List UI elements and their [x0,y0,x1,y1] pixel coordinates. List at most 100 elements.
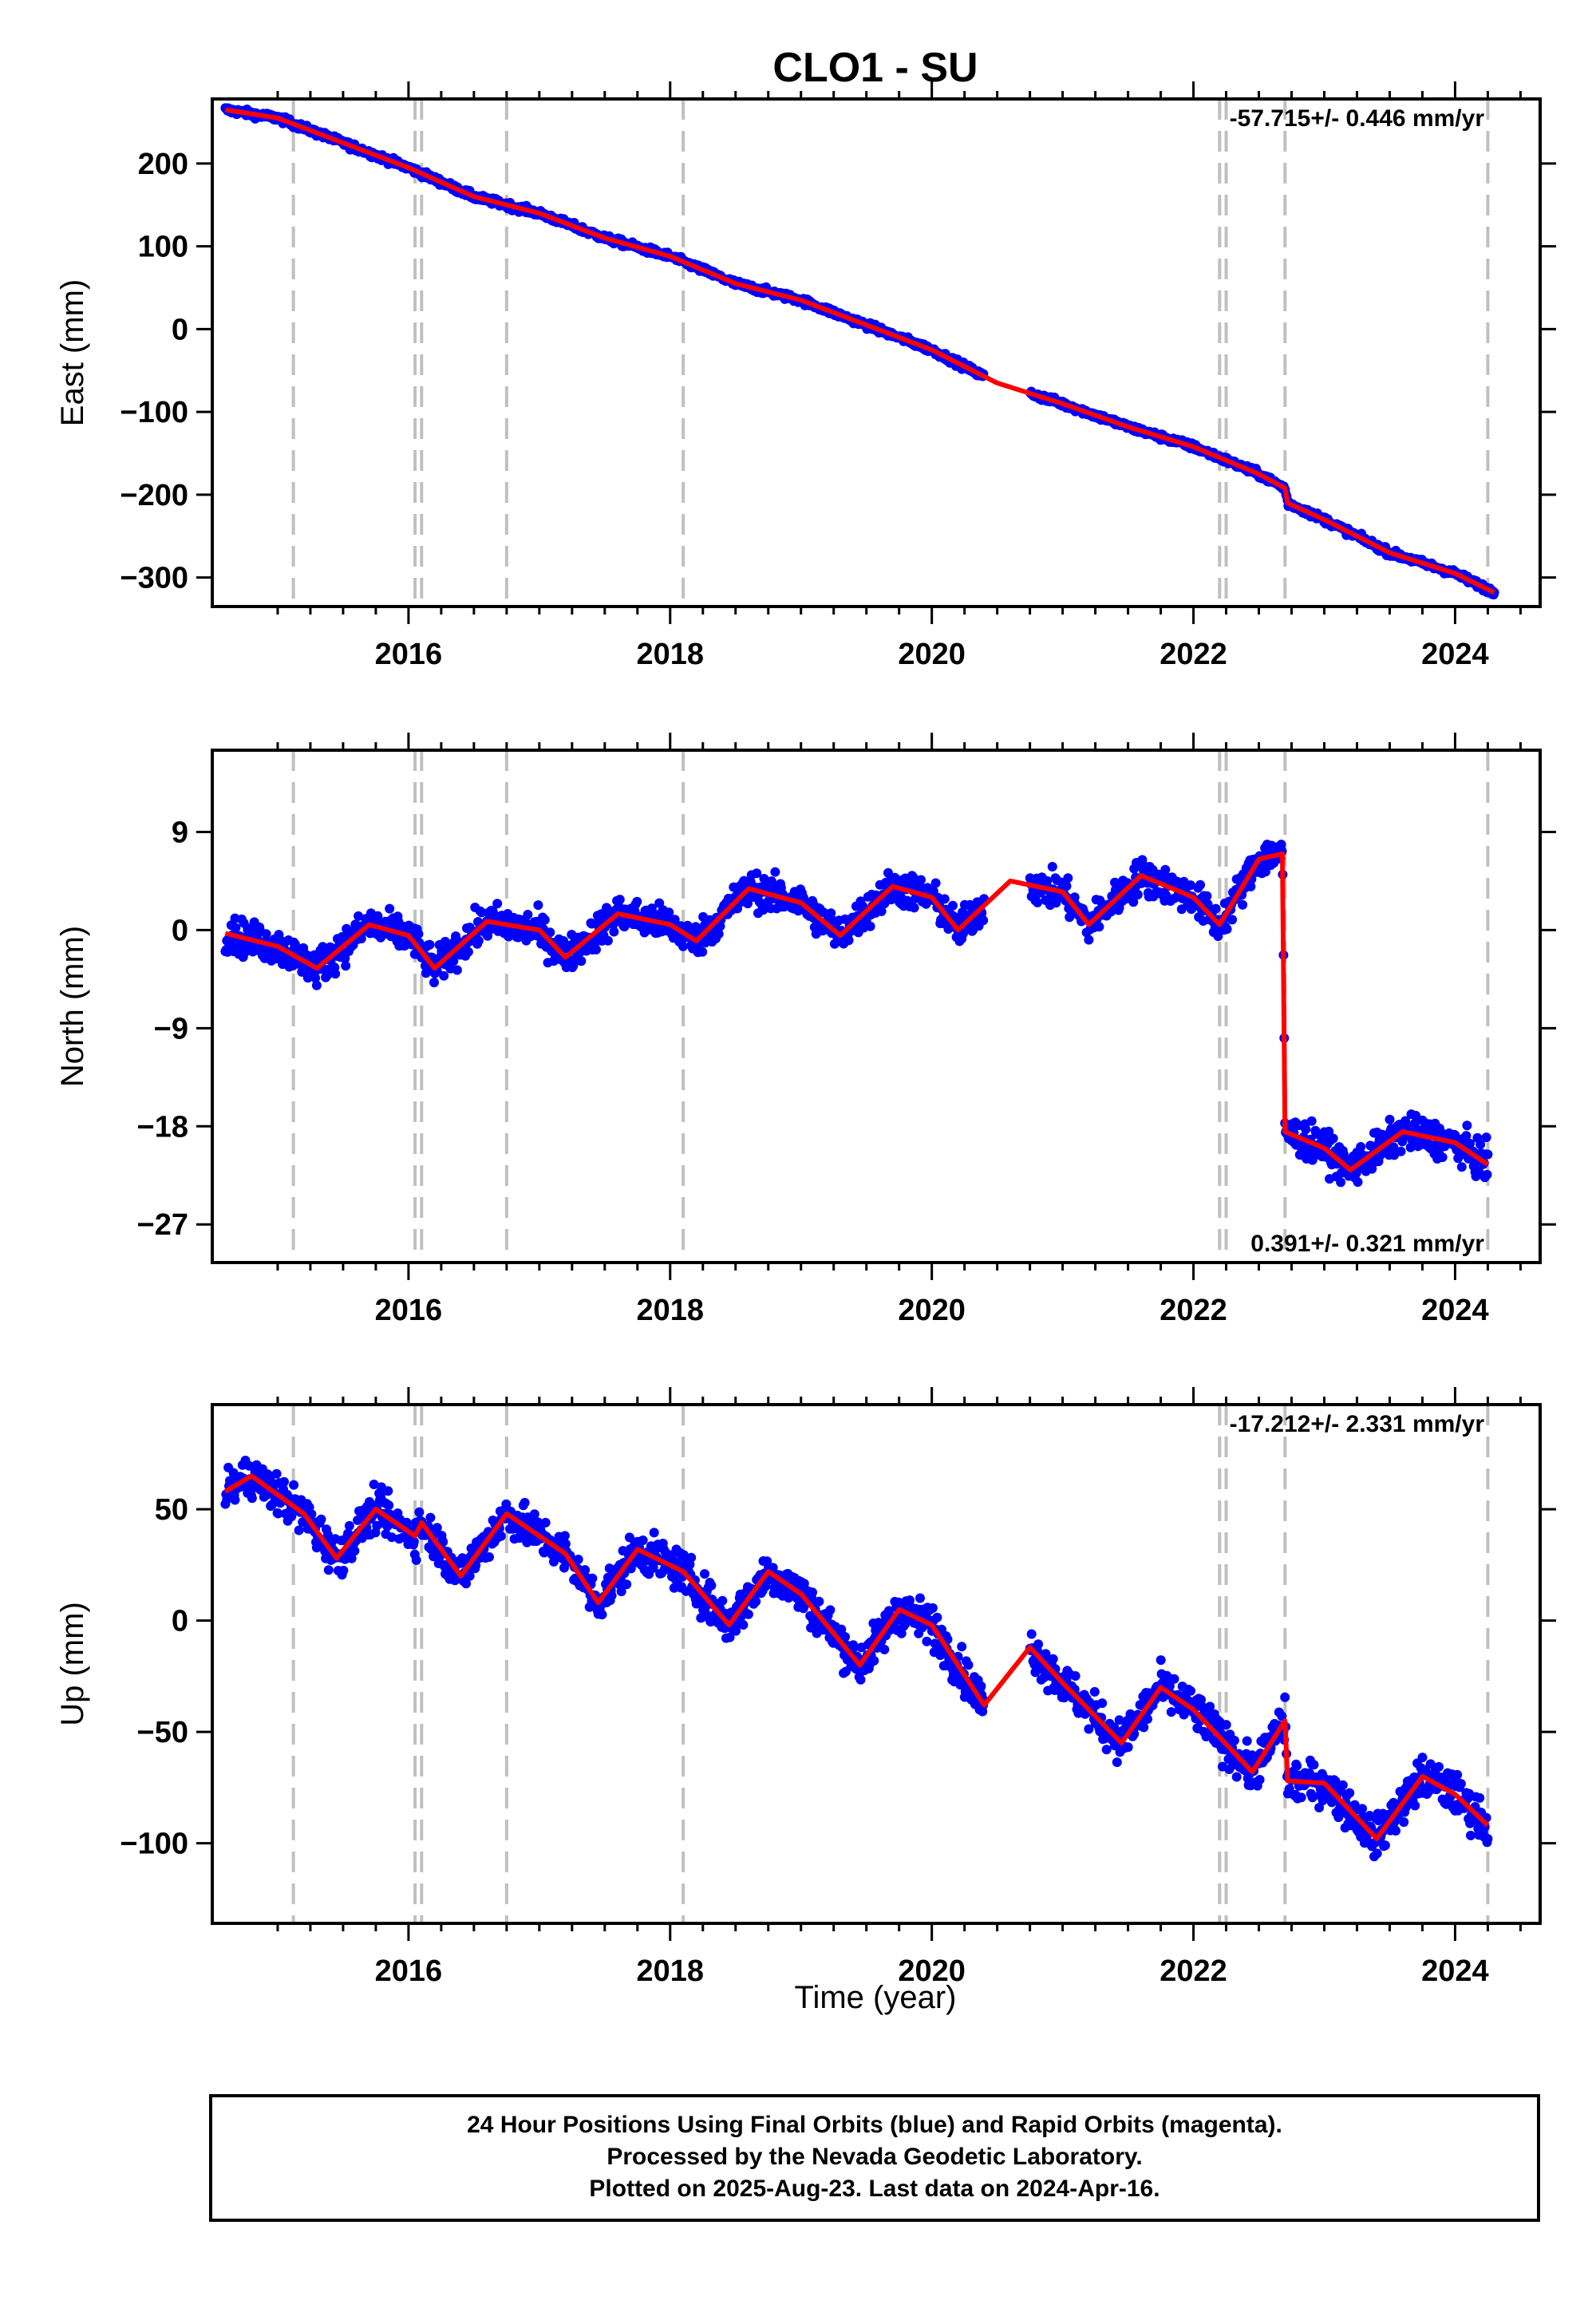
data-point [1166,1707,1176,1717]
data-points [220,103,1499,600]
data-point [686,1552,697,1563]
data-point [576,956,587,966]
data-point [751,1596,761,1607]
data-point [700,1569,709,1579]
data-point [311,980,322,990]
data-point [1195,879,1206,890]
data-point [978,915,989,926]
data-point [354,911,364,921]
data-point [1482,1169,1492,1180]
data-point [1261,867,1270,877]
data-point [1164,1681,1175,1691]
data-point [879,1644,890,1654]
data-point [341,961,351,971]
data-point [1314,1803,1325,1812]
data-point [519,1497,530,1508]
x-tick-label: 2024 [1421,1294,1489,1327]
x-tick-label: 2020 [898,1294,966,1327]
x-tick-label: 2018 [637,1294,705,1327]
data-point [915,1593,925,1603]
data-point [1309,1760,1319,1770]
data-point [799,1579,809,1589]
data-point [743,1609,753,1619]
data-point [409,1536,419,1547]
data-point [473,935,484,946]
data-point [1221,1720,1231,1730]
data-point [948,900,958,911]
y-tick-label: −100 [120,396,188,429]
data-point [1123,1742,1133,1753]
data-point [1356,1142,1366,1152]
data-point [559,1563,569,1573]
data-point [346,1553,357,1563]
data-point [322,1530,333,1540]
data-point [597,1610,607,1620]
data-point [549,1556,559,1567]
data-point [1345,1788,1355,1798]
data-point [425,1512,436,1523]
data-point [1139,1722,1149,1733]
data-point [591,944,601,954]
data-point [540,1517,551,1528]
x-tick-label: 2018 [637,638,705,671]
data-point [1097,1698,1108,1709]
data-point [1143,1714,1152,1724]
data-point [448,956,459,966]
data-point [484,1552,494,1562]
data-point [1307,1792,1317,1803]
data-point [957,1642,967,1652]
data-point [1026,1629,1037,1639]
data-point [1306,1116,1317,1126]
data-point [438,1537,448,1547]
data-point [1084,935,1094,945]
data-point [330,969,341,979]
data-point [1160,864,1171,875]
data-point [1205,1701,1215,1712]
data-point [1238,899,1248,910]
data-point [273,1508,283,1519]
data-point [323,1565,334,1575]
data-point [1128,897,1139,907]
data-point [316,1514,326,1524]
data-point [340,954,350,963]
data-point [1357,1804,1368,1814]
data-point [905,1595,915,1606]
data-point [1465,1138,1476,1148]
data-point [279,1476,289,1487]
data-point [289,1480,299,1490]
data-point [492,899,503,909]
data-point [439,970,449,981]
data-point [523,910,533,919]
data-point [602,935,613,946]
data-point [247,1493,257,1504]
data-point [1033,1639,1044,1650]
data-point [1132,890,1143,899]
data-point [900,1618,911,1629]
data-point [1389,1142,1399,1152]
data-point [916,875,926,885]
data-point [1035,887,1045,898]
data-point [1456,1162,1467,1172]
data-point [768,1563,778,1573]
data-point [638,1535,648,1545]
data-point [294,1525,304,1535]
data-point [414,1507,425,1517]
data-point [738,1620,749,1630]
data-point [461,1579,472,1589]
data-point [452,965,462,975]
data-point [350,1546,360,1556]
data-point [560,1539,571,1549]
data-point [1061,881,1072,891]
data-point [476,907,487,918]
y-tick-label: −300 [120,562,188,595]
data-point [1254,1775,1265,1784]
data-point [1114,1715,1124,1725]
data-point [669,1583,679,1593]
data-point [865,921,875,931]
model-fit-line [224,851,1490,1172]
data-point [310,973,321,983]
data-point [896,1628,907,1638]
data-point [529,1509,539,1520]
data-points [220,840,1493,1188]
data-point [1396,1146,1406,1156]
